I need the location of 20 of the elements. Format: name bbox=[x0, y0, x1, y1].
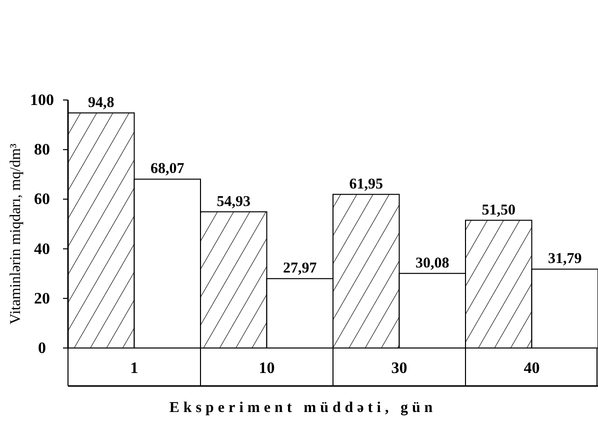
data-label: 54,93 bbox=[216, 194, 250, 210]
x-tick-label: 10 bbox=[258, 360, 275, 377]
x-tick-label: 1 bbox=[130, 360, 138, 377]
x-tick-label: 40 bbox=[524, 360, 540, 377]
data-label: 27,97 bbox=[283, 260, 318, 277]
data-label: 68,07 bbox=[150, 161, 185, 178]
x-axis-title: Eksperiment müddəti, gün bbox=[169, 400, 437, 416]
data-label: 31,79 bbox=[548, 251, 582, 268]
y-tick-label: 40 bbox=[34, 240, 50, 258]
y-tick-label: 100 bbox=[30, 92, 54, 109]
data-label: 94,8 bbox=[88, 94, 114, 111]
y-tick-label: 20 bbox=[34, 290, 50, 308]
y-tick-label: 60 bbox=[34, 191, 50, 208]
x-tick-label: 30 bbox=[391, 360, 408, 377]
data-label: 30,08 bbox=[416, 255, 450, 272]
y-tick-label: 0 bbox=[38, 340, 46, 357]
data-label: 51,50 bbox=[482, 202, 516, 218]
y-tick-label: 80 bbox=[34, 142, 50, 159]
y-axis-title: Vitaminlərin miqdarı, mq/dm³ bbox=[8, 143, 24, 324]
data-label: 61,95 bbox=[349, 176, 383, 192]
